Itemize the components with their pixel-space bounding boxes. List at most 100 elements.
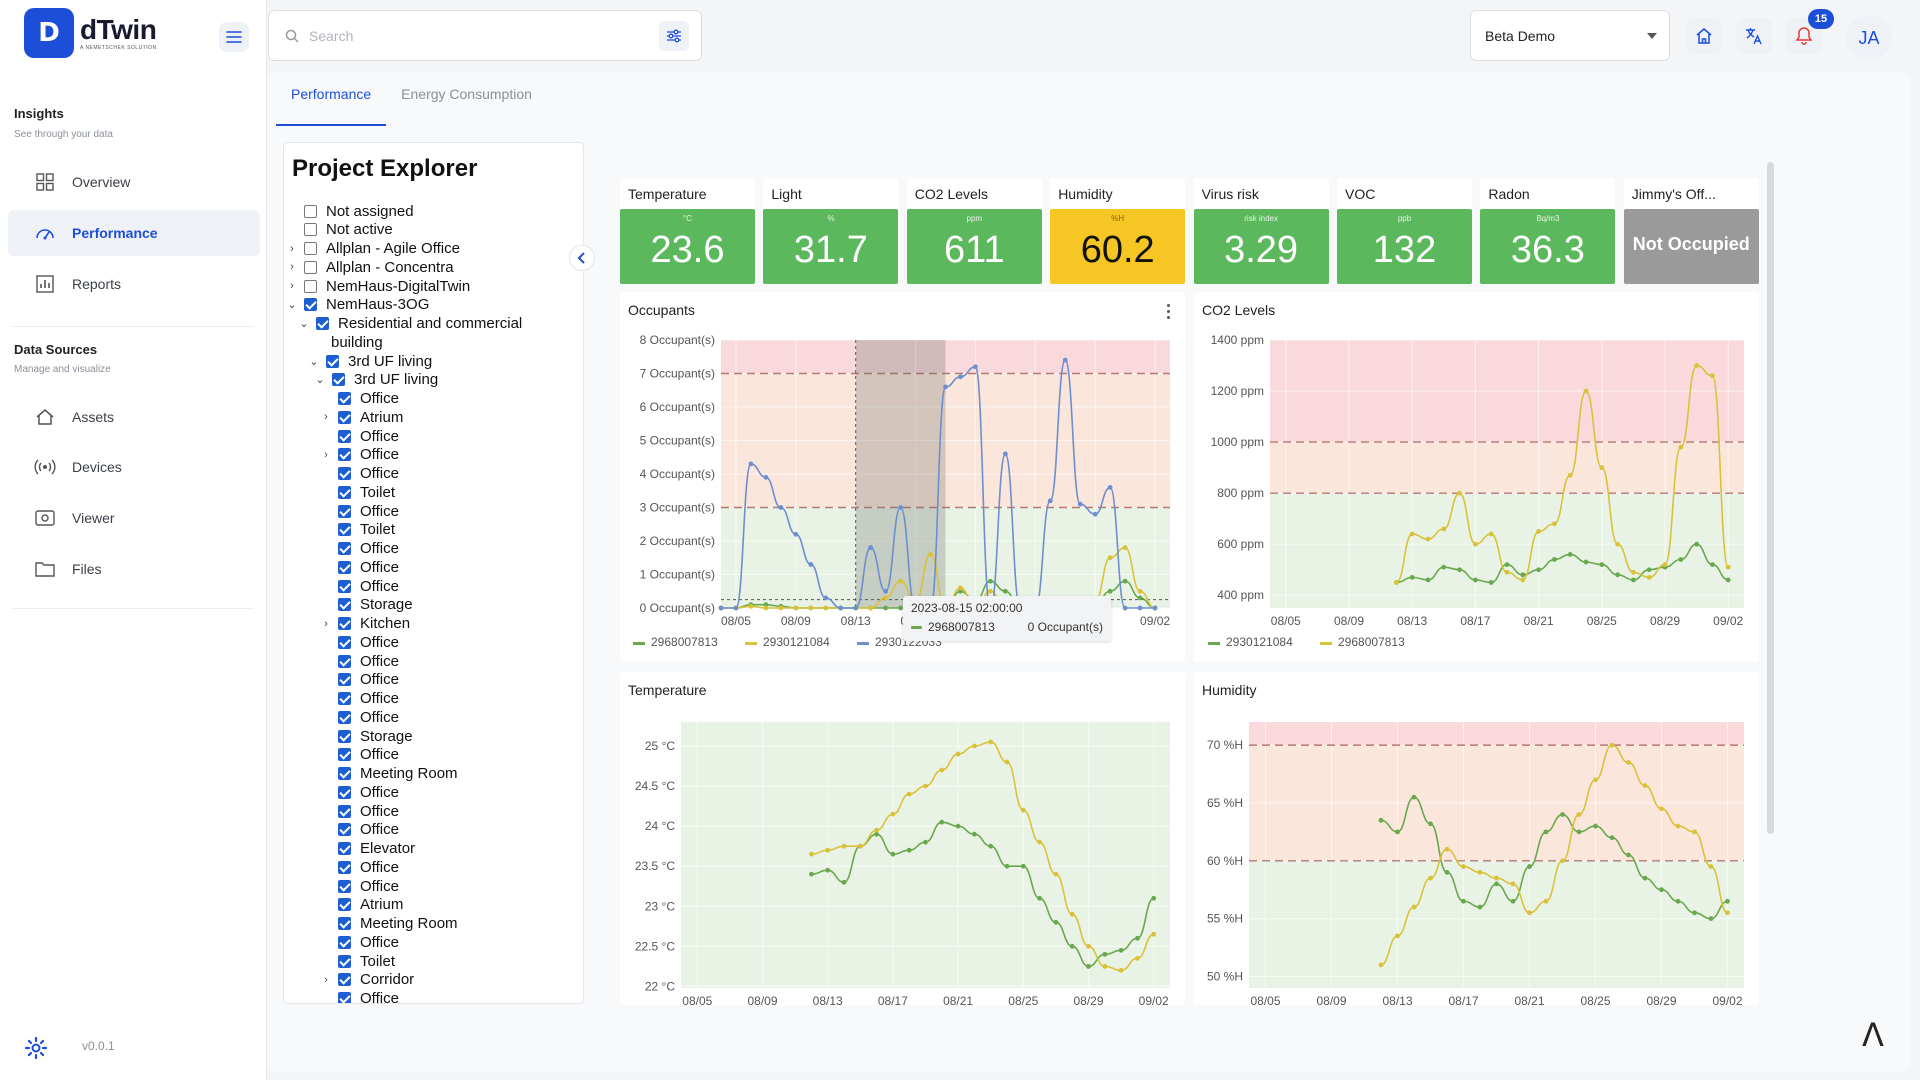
tree-item[interactable]: › Atrium: [320, 408, 403, 426]
tree-item[interactable]: Not assigned: [286, 202, 414, 220]
tree-checkbox[interactable]: [338, 898, 351, 912]
tree-checkbox[interactable]: [338, 917, 351, 930]
settings-button[interactable]: [24, 1036, 50, 1062]
tree-item[interactable]: Toilet: [320, 521, 395, 539]
tree-checkbox[interactable]: [338, 467, 351, 480]
tree-checkbox[interactable]: [304, 242, 317, 255]
tree-checkbox[interactable]: [338, 992, 351, 1003]
tree-checkbox[interactable]: [338, 767, 351, 780]
tree-item[interactable]: Toilet: [320, 952, 395, 970]
chevron-down-icon[interactable]: ⌄: [315, 374, 325, 387]
tree-checkbox[interactable]: [304, 204, 317, 218]
nav-item-performance[interactable]: Performance: [8, 210, 260, 256]
search-filter-button[interactable]: [659, 21, 689, 51]
tree-checkbox[interactable]: [338, 860, 351, 874]
brand-logo[interactable]: D dTwin A NEMETSCHEK SOLUTION: [24, 8, 157, 58]
tree-item[interactable]: › NemHaus-DigitalTwin: [286, 277, 470, 295]
tree-item[interactable]: Office: [320, 746, 399, 764]
tree-item[interactable]: Office: [320, 540, 399, 558]
tree-checkbox[interactable]: [338, 504, 351, 518]
tree-item[interactable]: Office: [320, 633, 399, 651]
tree-checkbox[interactable]: [304, 223, 317, 237]
tree-item[interactable]: Atrium: [320, 896, 403, 914]
humidity-chart[interactable]: 08/05 08/09 08/13 08/17 08/21 08/25 08/29 09/02…: [1194, 672, 1759, 1005]
tree-checkbox[interactable]: [338, 410, 351, 424]
tree-checkbox[interactable]: [338, 935, 351, 949]
chevron-down-icon[interactable]: ⌄: [287, 299, 297, 312]
home-button[interactable]: [1686, 18, 1722, 54]
tree-item[interactable]: Office: [320, 652, 399, 670]
kpi-tile[interactable]: Light% 31.7: [763, 178, 899, 284]
collapse-explorer-button[interactable]: [569, 245, 595, 271]
chevron-down-icon[interactable]: ⌄: [299, 318, 309, 330]
tree-checkbox[interactable]: [326, 354, 339, 368]
kpi-tile[interactable]: Humidity %H 60.2: [1050, 178, 1186, 284]
nav-item-devices[interactable]: Devices: [8, 444, 260, 490]
co2-chart[interactable]: 08/05 08/09 08/13 08/17 08/21 08/25 08/29 09/02…: [1194, 292, 1759, 662]
tree-item[interactable]: Office: [320, 671, 399, 689]
chevron-right-icon[interactable]: ›: [324, 617, 328, 630]
tree-item[interactable]: › Corridor: [320, 971, 414, 989]
tree-item[interactable]: Storage: [320, 596, 413, 614]
kpi-tile[interactable]: Radon Bq/m3 36.3: [1480, 178, 1616, 284]
tree-checkbox[interactable]: [338, 692, 351, 705]
nav-item-viewer[interactable]: Viewer: [8, 495, 260, 541]
tree-item[interactable]: Office: [320, 690, 399, 708]
tree-checkbox[interactable]: [338, 654, 351, 668]
tree-checkbox[interactable]: [338, 617, 351, 630]
search-input[interactable]: [309, 27, 639, 44]
tree-checkbox[interactable]: [338, 973, 351, 987]
tree-checkbox[interactable]: [332, 373, 345, 387]
tree-item[interactable]: Office: [320, 427, 399, 445]
tree-checkbox[interactable]: [338, 429, 351, 443]
tree-checkbox[interactable]: [338, 542, 351, 555]
tree-item[interactable]: Office: [320, 990, 399, 1003]
tree-item[interactable]: Office: [320, 502, 399, 520]
tree-item[interactable]: Office: [320, 465, 399, 483]
tree-item[interactable]: Office: [320, 858, 399, 876]
tree-item[interactable]: ⌄ 3rd UF living: [314, 371, 438, 389]
user-avatar[interactable]: JA: [1846, 15, 1892, 61]
nav-item-files[interactable]: Files: [8, 546, 260, 592]
tree-item[interactable]: Office: [320, 783, 399, 801]
tree-item[interactable]: Office: [320, 933, 399, 951]
nav-item-reports[interactable]: Reports: [8, 261, 260, 307]
kpi-tile[interactable]: Virus risk risk index 3.29: [1193, 178, 1329, 284]
tree-checkbox[interactable]: [338, 560, 351, 574]
chevron-right-icon[interactable]: ›: [290, 280, 294, 292]
scroll-to-top-button[interactable]: Λ: [1862, 1016, 1884, 1054]
tree-item[interactable]: › Kitchen: [320, 615, 410, 633]
tree-item[interactable]: Toilet: [320, 483, 395, 501]
occupants-chart[interactable]: 08/0508/0908/1308/1708/2108/2508/2909/02…: [620, 292, 1185, 662]
tree-item[interactable]: Not active: [286, 221, 393, 239]
tree-checkbox[interactable]: [338, 710, 351, 724]
project-select[interactable]: Beta Demo: [1470, 10, 1670, 61]
tree-checkbox[interactable]: [338, 598, 351, 612]
tree-checkbox[interactable]: [338, 523, 351, 537]
tree-item[interactable]: ⌄ 3rd UF living: [308, 352, 432, 370]
tree-item[interactable]: › Allplan - Concentra: [286, 258, 453, 276]
tree-checkbox[interactable]: [338, 392, 351, 405]
tree-item[interactable]: Meeting Room: [320, 765, 458, 783]
tree-item[interactable]: Meeting Room: [320, 915, 458, 933]
tree-item[interactable]: Storage: [320, 727, 413, 745]
tree-checkbox[interactable]: [338, 485, 351, 499]
tree-item[interactable]: building: [331, 333, 383, 351]
tree-item[interactable]: › Allplan - Agile Office: [286, 240, 460, 258]
tree-checkbox[interactable]: [338, 748, 351, 762]
tree-checkbox[interactable]: [338, 823, 351, 837]
tree-checkbox[interactable]: [338, 954, 351, 968]
chevron-down-icon[interactable]: ⌄: [309, 355, 319, 368]
tab-performance[interactable]: Performance: [276, 86, 387, 126]
tree-item[interactable]: ⌄ Residential and commercial: [298, 315, 522, 333]
tree-checkbox[interactable]: [338, 879, 351, 893]
chevron-right-icon[interactable]: ›: [290, 242, 294, 255]
chevron-right-icon[interactable]: ›: [290, 261, 294, 274]
tree-checkbox[interactable]: [338, 785, 351, 799]
kpi-tile[interactable]: Temperature °C 23.6: [620, 178, 755, 284]
kpi-tile[interactable]: CO2 Levels ppm 611: [906, 178, 1042, 284]
nav-item-overview[interactable]: Overview: [8, 159, 260, 205]
tree-item[interactable]: Office: [320, 577, 399, 595]
tree-checkbox[interactable]: [338, 842, 351, 855]
tree-checkbox[interactable]: [304, 298, 317, 312]
